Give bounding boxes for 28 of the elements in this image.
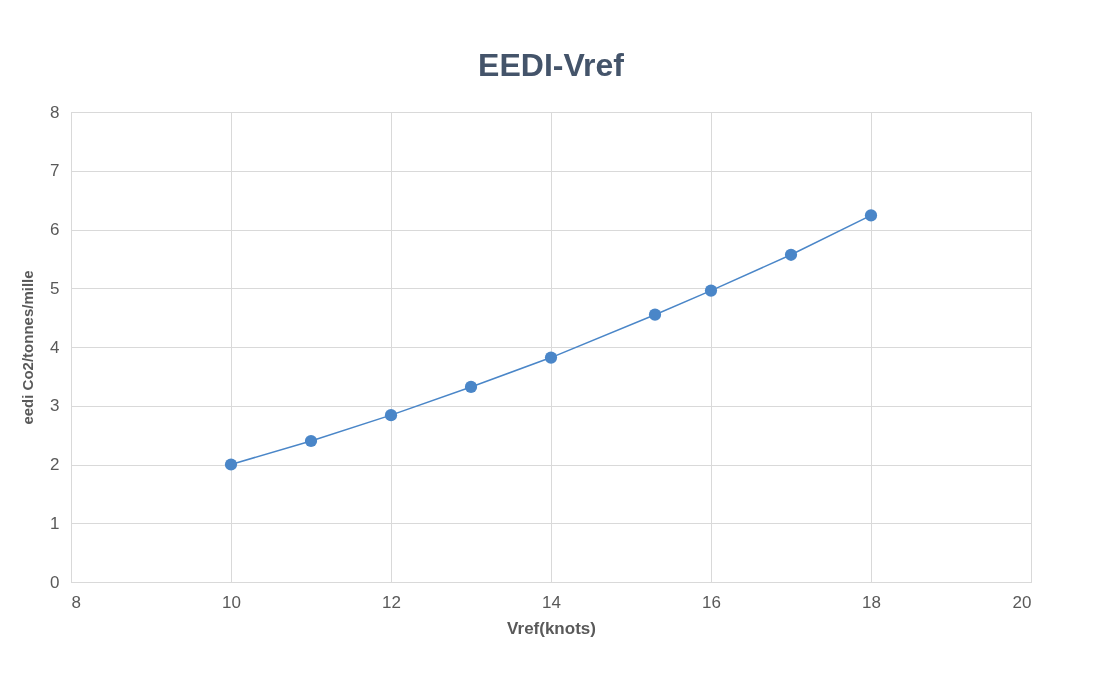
x-tick-label: 18 — [862, 592, 881, 612]
y-tick-label: 4 — [50, 337, 60, 357]
y-tick-label: 3 — [50, 396, 60, 416]
y-tick-label: 0 — [50, 572, 60, 592]
point — [784, 248, 798, 261]
x-tick-label: 20 — [1012, 592, 1032, 612]
point — [704, 284, 718, 297]
y-tick-label: 1 — [50, 513, 60, 533]
point — [224, 458, 238, 471]
x-tick-label: 14 — [542, 592, 561, 612]
x-tick-label: 8 — [71, 592, 81, 612]
y-axis-title: eedi Co2/tonnes/mille — [19, 270, 37, 425]
x-tick-label: 12 — [382, 592, 401, 612]
x-axis-title: Vref(knots) — [507, 618, 596, 638]
y-tick-label: 2 — [50, 455, 60, 474]
y-tick-label: 7 — [50, 161, 60, 181]
x-tick-label: 16 — [702, 592, 721, 612]
y-tick-label: 6 — [50, 220, 60, 239]
point — [384, 409, 398, 422]
point — [544, 351, 558, 364]
y-tick-label: 8 — [50, 102, 60, 122]
x-tick-label: 10 — [222, 592, 241, 612]
y-tick-label: 5 — [50, 278, 60, 298]
chart-title: EEDI-Vref — [478, 47, 625, 83]
point — [304, 434, 318, 448]
point — [648, 308, 662, 321]
point — [464, 380, 478, 394]
point — [864, 209, 878, 222]
